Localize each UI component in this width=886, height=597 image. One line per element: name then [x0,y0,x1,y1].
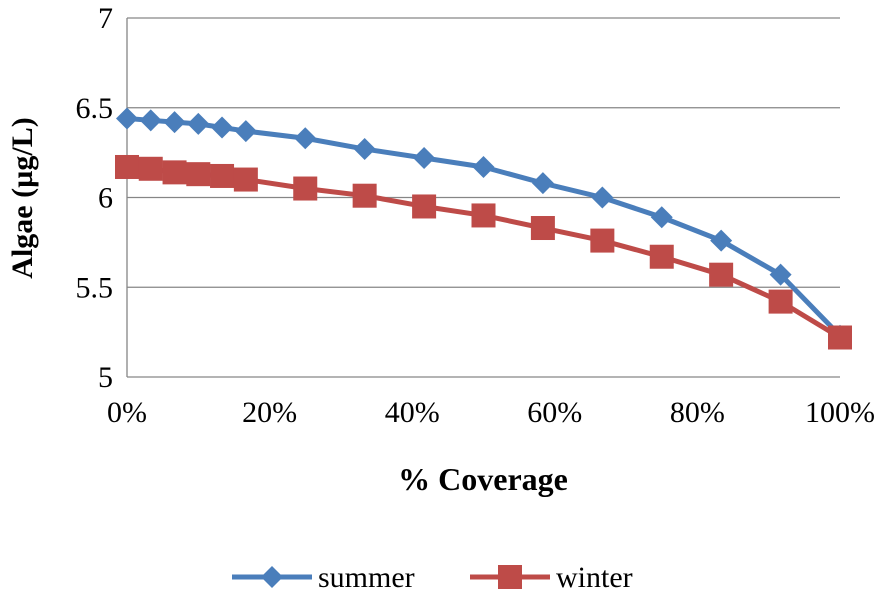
square-marker [412,194,437,219]
x-tick-label: 60% [527,396,582,429]
y-tick-label: 5.5 [76,271,114,304]
diamond-marker [294,127,317,150]
diamond-marker [261,566,283,588]
legend-label: summer [318,561,415,592]
diamond-marker [769,263,792,286]
x-tick-label: 40% [385,396,440,429]
x-tick-label: 0% [107,396,147,429]
square-marker [352,183,377,208]
square-marker [138,156,163,181]
diamond-marker [163,111,186,134]
series-line [126,164,842,340]
square-marker [530,216,555,241]
series-summer [116,107,851,347]
legend-label: winter [556,561,633,592]
square-marker [162,160,187,185]
square-marker [768,289,793,314]
diamond-marker [139,109,162,132]
x-tick-label: 100% [805,396,875,429]
y-tick-label: 5 [98,361,113,394]
square-marker [471,203,496,228]
diamond-marker [413,147,436,170]
diamond-marker [591,186,614,209]
diamond-marker [187,112,210,135]
square-marker [709,262,734,287]
square-marker [590,228,615,253]
square-marker [828,325,852,350]
y-tick-label: 6 [98,182,113,215]
legend-item-winter: winter [470,561,633,594]
square-marker [649,244,674,269]
diamond-marker [211,116,234,139]
square-marker [498,565,522,589]
diamond-marker [472,155,495,178]
diamond-marker [531,172,554,195]
diamond-marker [234,120,257,143]
y-tick-label: 6.5 [76,92,114,125]
legend: summer winter [232,561,633,594]
legend-item-summer: summer [232,561,415,594]
square-marker [115,154,139,179]
x-axis-label: % Coverage [398,461,568,497]
series-winter [115,154,852,350]
diamond-marker [353,138,376,161]
x-tick-label: 80% [670,396,725,429]
square-marker [186,162,211,187]
square-marker [233,167,258,192]
series-line [126,116,842,338]
diamond-marker [710,229,733,252]
y-tick-label: 7 [98,2,113,35]
square-marker [210,163,235,188]
y-axis-label: Algae (µg/L) [6,117,39,278]
x-tick-label: 20% [242,396,297,429]
square-marker [293,176,318,201]
diamond-marker [650,206,673,229]
diamond-marker [116,107,138,130]
